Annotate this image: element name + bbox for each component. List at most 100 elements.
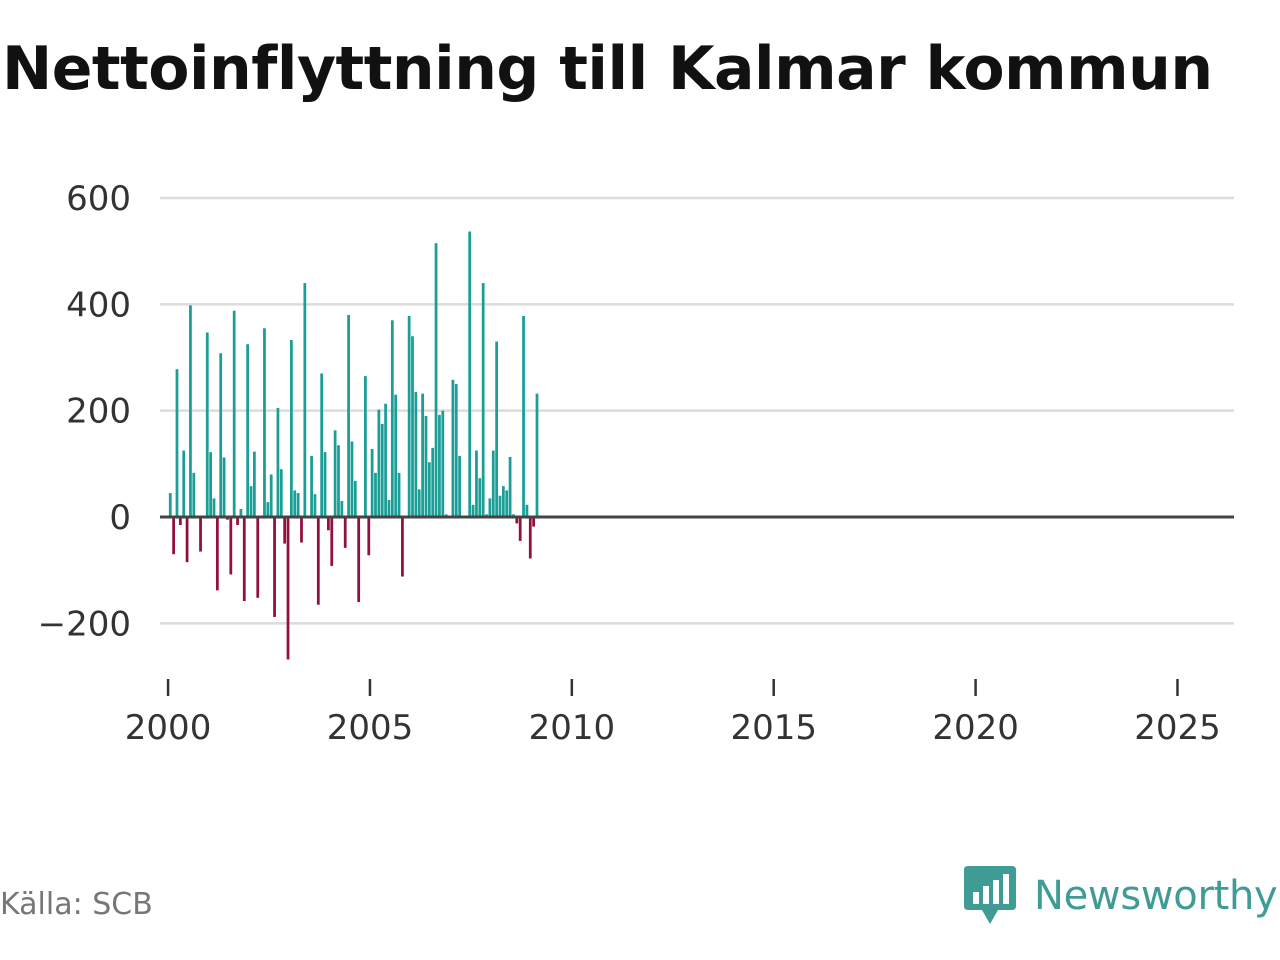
bar-positive xyxy=(370,448,374,517)
y-axis: 600 400 200 0 −200 xyxy=(38,179,131,644)
bar-positive xyxy=(219,353,223,517)
bar-positive xyxy=(182,450,186,517)
bar-positive xyxy=(505,490,509,517)
bar-positive xyxy=(310,455,313,517)
y-tick-label: −200 xyxy=(38,604,131,644)
bar-negative xyxy=(178,517,182,525)
bar-positive xyxy=(454,384,458,517)
bar-negative xyxy=(185,517,189,563)
bar-positive xyxy=(347,314,350,517)
y-tick-label: 600 xyxy=(66,179,131,219)
chart-title: Nettoinflyttning till Kalmar kommun xyxy=(2,34,1213,104)
bar-positive xyxy=(458,455,461,517)
brand-logo[interactable]: Newsworthy xyxy=(964,866,1278,926)
bar-positive xyxy=(498,495,502,517)
x-tick-label: 2000 xyxy=(125,708,212,748)
bar-negative xyxy=(367,517,371,556)
bar-positive xyxy=(495,341,499,517)
bar-positive xyxy=(353,480,357,517)
bar-negative xyxy=(515,517,519,524)
bar-negative xyxy=(199,517,202,552)
bar-positive xyxy=(438,414,441,517)
bar-positive xyxy=(411,336,414,517)
bar-positive xyxy=(380,423,384,517)
bar-positive xyxy=(209,452,213,517)
bar-positive xyxy=(212,498,216,517)
bar-positive xyxy=(414,392,418,517)
bar-positive xyxy=(441,410,445,517)
bar-positive xyxy=(232,310,236,517)
bar-positive xyxy=(407,316,411,517)
bar-positive xyxy=(478,478,482,517)
bar-negative xyxy=(215,517,219,591)
bar-positive xyxy=(239,509,243,517)
bar-negative xyxy=(229,517,233,575)
bar-negative xyxy=(518,517,522,541)
bar-negative xyxy=(316,517,320,605)
bar-positive xyxy=(296,493,300,517)
y-tick-label: 400 xyxy=(66,285,131,325)
x-tick-label: 2010 xyxy=(529,708,616,748)
bar-positive xyxy=(525,504,529,517)
bar-negative xyxy=(528,517,532,559)
bar-positive xyxy=(333,430,337,517)
brand-name: Newsworthy xyxy=(1034,873,1278,919)
bar-positive xyxy=(384,403,387,517)
bar-negative xyxy=(532,517,536,527)
bar-positive xyxy=(535,393,539,517)
newsworthy-logo-icon xyxy=(964,866,1016,924)
bar-negative xyxy=(330,517,334,566)
x-tick-label: 2005 xyxy=(327,708,414,748)
bar-positive xyxy=(205,332,209,517)
x-tick-label: 2025 xyxy=(1134,708,1221,748)
bar-positive xyxy=(279,469,283,517)
bar-negative xyxy=(242,517,246,602)
bar-negative xyxy=(256,517,260,598)
bar-positive xyxy=(175,369,179,517)
bar-negative xyxy=(401,517,404,577)
bar-positive xyxy=(189,305,192,517)
bar-positive xyxy=(377,409,381,517)
bar-negative xyxy=(357,517,361,603)
bar-positive xyxy=(468,231,472,517)
bar-positive xyxy=(249,486,253,517)
bar-negative xyxy=(300,517,303,543)
bar-positive xyxy=(501,486,505,517)
x-tick-label: 2015 xyxy=(730,708,817,748)
bar-positive xyxy=(421,393,424,517)
bar-positive xyxy=(290,339,293,517)
x-axis: 2000 2005 2010 2015 2020 2025 xyxy=(125,679,1221,748)
bar-negative xyxy=(327,517,330,531)
bar-positive xyxy=(263,328,266,517)
y-tick-label: 0 xyxy=(109,498,131,538)
bar-positive xyxy=(364,376,367,517)
bar-positive xyxy=(427,462,431,517)
gridlines xyxy=(160,196,1234,625)
bar-positive xyxy=(394,394,398,517)
bars xyxy=(168,231,539,660)
bar-positive xyxy=(374,472,377,517)
x-tick-label: 2020 xyxy=(932,708,1019,748)
bar-positive xyxy=(434,243,438,518)
bar-positive xyxy=(431,447,435,517)
bar-positive xyxy=(451,379,455,517)
bar-positive xyxy=(276,408,280,517)
bar-positive xyxy=(424,415,428,517)
bar-positive xyxy=(475,450,478,517)
bar-positive xyxy=(417,489,421,517)
source-label: Källa: SCB xyxy=(0,887,153,922)
bar-positive xyxy=(397,472,401,517)
bar-negative xyxy=(172,517,176,555)
bar-positive xyxy=(340,501,344,517)
bar-positive xyxy=(252,451,256,517)
bar-negative xyxy=(273,517,276,617)
bar-positive xyxy=(246,344,250,517)
bar-negative xyxy=(236,517,239,525)
bar-positive xyxy=(313,494,317,517)
bar-positive xyxy=(488,498,492,517)
bar-positive xyxy=(471,504,475,517)
bar-positive xyxy=(222,457,226,517)
y-tick-label: 200 xyxy=(66,392,131,432)
bar-positive xyxy=(491,450,495,517)
